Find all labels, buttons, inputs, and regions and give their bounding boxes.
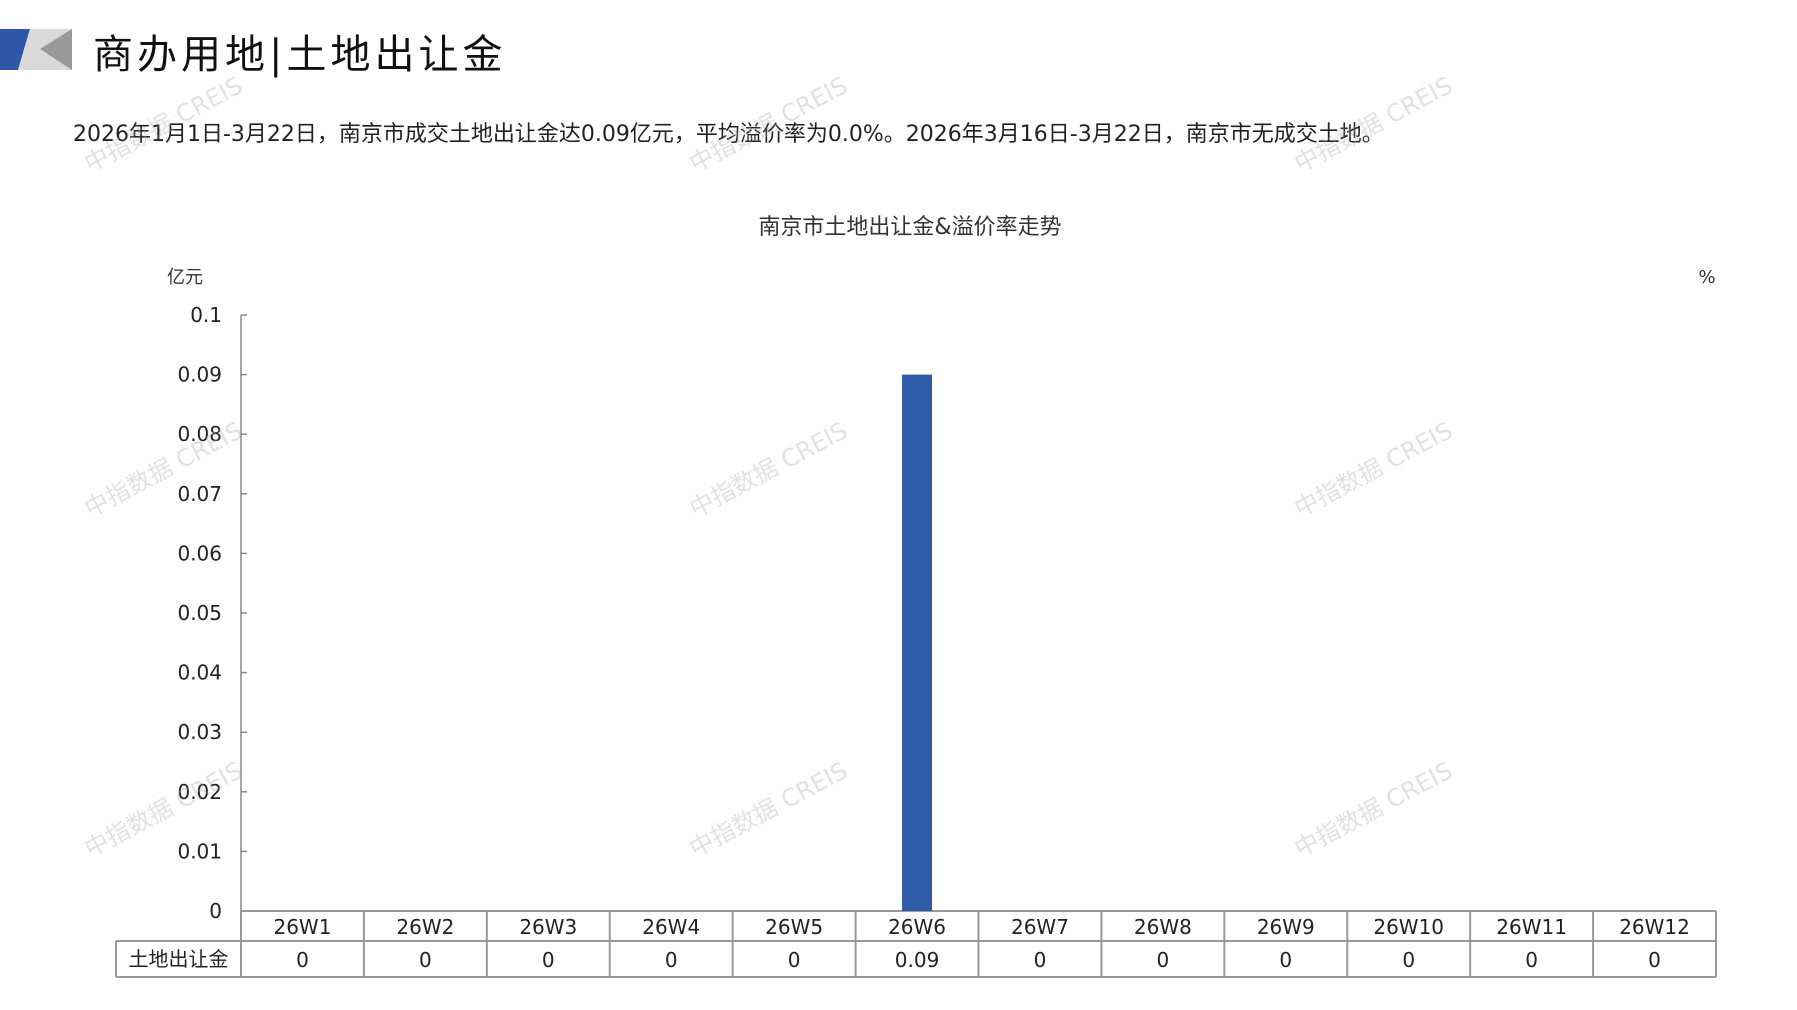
table-cell-value: 0.09 xyxy=(895,948,940,972)
x-tick-label: 26W9 xyxy=(1257,915,1315,939)
x-tick-label: 26W7 xyxy=(1011,915,1069,939)
x-tick-label: 26W5 xyxy=(765,915,823,939)
y-axis-label: 亿元 xyxy=(167,267,203,288)
x-tick-label: 26W1 xyxy=(273,915,331,939)
table-cell-value: 0 xyxy=(1157,948,1170,972)
table-cell-value: 0 xyxy=(296,948,309,972)
x-tick-label: 26W4 xyxy=(642,915,700,939)
x-tick-label: 26W12 xyxy=(1619,915,1690,939)
table-cell-value: 0 xyxy=(1034,948,1047,972)
y-tick-label: 0.03 xyxy=(177,720,222,744)
y-tick-label: 0.06 xyxy=(177,541,222,565)
y-tick-label: 0.01 xyxy=(177,839,222,863)
table-cell-value: 0 xyxy=(788,948,801,972)
x-tick-label: 26W10 xyxy=(1373,915,1444,939)
x-tick-label: 26W11 xyxy=(1496,915,1567,939)
y-tick-label: 0.07 xyxy=(177,482,222,506)
y-tick-label: 0.05 xyxy=(177,601,222,625)
y-tick-label: 0.08 xyxy=(177,422,222,446)
x-tick-label: 26W6 xyxy=(888,915,946,939)
y-tick-label: 0.09 xyxy=(177,363,222,387)
table-cell-value: 0 xyxy=(542,948,555,972)
page-title: 商办用地|土地出让金 xyxy=(93,32,507,78)
x-tick-label: 26W8 xyxy=(1134,915,1192,939)
y2-axis-label: % xyxy=(1698,267,1715,288)
logo xyxy=(0,29,72,70)
summary-text: 2026年1月1日-3月22日，南京市成交土地出让金达0.09亿元，平均溢价率为… xyxy=(73,122,1384,147)
table-cell-value: 0 xyxy=(1279,948,1292,972)
table-cell-value: 0 xyxy=(665,948,678,972)
y-tick-label: 0.1 xyxy=(190,303,222,327)
y-tick-label: 0.04 xyxy=(177,661,222,685)
table-cell-value: 0 xyxy=(419,948,432,972)
bar-26W6 xyxy=(902,374,933,912)
table-cell-value: 0 xyxy=(1402,948,1415,972)
chart-title: 南京市土地出让金&溢价率走势 xyxy=(758,215,1061,240)
table-row-label: 土地出让金 xyxy=(129,947,229,971)
table-cell-value: 0 xyxy=(1525,948,1538,972)
table-cell-value: 0 xyxy=(1648,948,1661,972)
x-tick-label: 26W2 xyxy=(396,915,454,939)
x-tick-label: 26W3 xyxy=(519,915,577,939)
y-tick-label: 0 xyxy=(209,899,222,923)
y-tick-label: 0.02 xyxy=(177,780,222,804)
